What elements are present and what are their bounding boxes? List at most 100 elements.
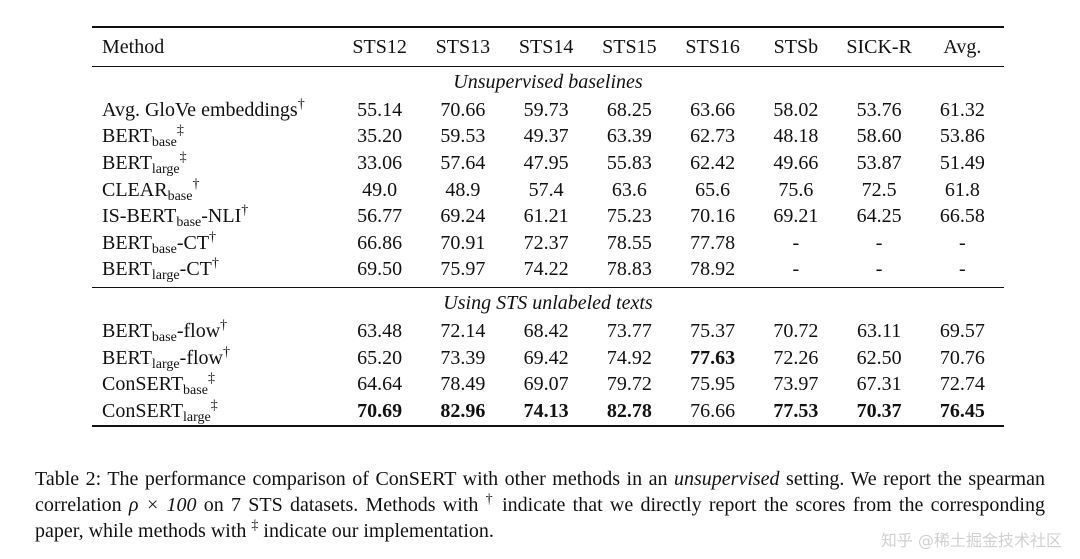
score-cell: 75.23 <box>606 205 652 228</box>
score-cell: 51.49 <box>939 151 985 174</box>
method-suffix: -CT <box>176 231 210 254</box>
table-row: BERTlarge‡ 33.06 57.64 47.95 55.83 62.42 49.66… <box>92 150 1004 177</box>
score-cell: - <box>754 256 838 289</box>
score-cell: 56.77 <box>357 205 403 228</box>
header-col: STS13 <box>421 26 505 67</box>
score-cell: 68.42 <box>523 319 569 342</box>
method-name: BERT <box>102 125 152 148</box>
score-cell: 58.60 <box>856 125 902 148</box>
score-cell: 70.76 <box>939 346 985 369</box>
score-cell: 64.64 <box>357 373 403 396</box>
method-name-cell: BERTbase‡ <box>92 124 338 151</box>
method-name: CLEAR <box>102 178 168 201</box>
method-name: ConSERT <box>102 399 184 422</box>
score-cell: 77.78 <box>690 231 736 254</box>
header-method: Method <box>92 26 338 67</box>
method-subscript: base <box>151 329 177 345</box>
caption-ddagger: ‡ <box>251 518 259 533</box>
score-cell: 78.49 <box>440 373 486 396</box>
score-cell: 77.63 <box>690 346 736 369</box>
results-table-container: Method STS12 STS13 STS14 STS15 STS16 STSb SICK-… <box>92 26 1004 427</box>
table-header-row: Method STS12 STS13 STS14 STS15 STS16 STSb SICK-… <box>92 26 1004 67</box>
score-cell: 70.91 <box>440 231 486 254</box>
score-cell: 49.0 <box>362 178 398 201</box>
score-cell: 35.20 <box>357 125 403 148</box>
method-subscript: base <box>151 135 177 151</box>
table-row: IS-BERTbase-NLI† 56.77 69.24 61.21 75.23 70.1… <box>92 203 1004 230</box>
method-name-cell: BERTlarge-flow† <box>92 345 338 372</box>
table-row: BERTbase-flow† 63.48 72.14 68.42 73.77 75.37 7… <box>92 318 1004 345</box>
score-cell: 59.73 <box>523 98 569 121</box>
score-cell: 59.53 <box>440 125 486 148</box>
method-source-mark: ‡ <box>176 123 184 139</box>
method-name-cell: BERTlarge-CT† <box>92 256 338 289</box>
method-name: ConSERT <box>102 373 184 396</box>
table-row: BERTlarge-flow† 65.20 73.39 69.42 74.92 77.63… <box>92 345 1004 372</box>
method-subscript: large <box>183 409 211 425</box>
score-cell: 48.9 <box>445 178 481 201</box>
score-cell: 78.55 <box>606 231 652 254</box>
method-source-mark: ‡ <box>207 371 215 387</box>
score-cell: 62.50 <box>856 346 902 369</box>
score-cell: 63.39 <box>606 125 652 148</box>
score-cell: 63.66 <box>690 98 736 121</box>
method-name-cell: Avg. GloVe embeddings† <box>92 97 338 124</box>
score-cell: 74.92 <box>606 346 652 369</box>
score-cell: - <box>837 256 921 289</box>
score-cell: 82.78 <box>587 397 671 427</box>
score-cell: 62.73 <box>690 125 736 148</box>
caption-math: ρ × 100 <box>128 494 197 516</box>
method-name-cell: ConSERTbase‡ <box>92 371 338 398</box>
method-name-cell: BERTbase-CT† <box>92 230 338 257</box>
score-cell: 79.72 <box>606 373 652 396</box>
score-cell: 57.4 <box>528 178 564 201</box>
score-cell: - <box>792 231 800 254</box>
score-cell: - <box>959 231 966 254</box>
section-header-row: Unsupervised baselines <box>92 67 1004 98</box>
score-cell: 61.8 <box>944 178 980 201</box>
score-cell: 73.97 <box>773 373 819 396</box>
header-col: STS16 <box>671 26 755 67</box>
score-cell: 76.66 <box>671 397 755 427</box>
caption-part-4: indicate that we directly report the sco… <box>35 494 1045 542</box>
score-cell: 47.95 <box>523 151 569 174</box>
method-source-mark: ‡ <box>179 149 187 165</box>
score-cell: - <box>920 256 1004 289</box>
score-cell: 63.11 <box>856 319 902 342</box>
caption-emphasis: unsupervised <box>674 468 780 490</box>
score-cell: 82.96 <box>421 397 505 427</box>
score-cell: - <box>875 231 883 254</box>
score-cell: 49.37 <box>523 125 569 148</box>
score-cell: 78.92 <box>671 256 755 289</box>
score-cell: 69.24 <box>440 205 486 228</box>
table-row: ConSERTbase‡ 64.64 78.49 69.07 79.72 75.95 73.… <box>92 371 1004 398</box>
method-name: BERT <box>102 346 152 369</box>
score-cell: 75.97 <box>421 256 505 289</box>
score-cell: 55.83 <box>606 151 652 174</box>
score-cell: 72.74 <box>939 373 985 396</box>
method-name: IS-BERT <box>102 205 177 228</box>
score-cell: 53.87 <box>856 151 902 174</box>
header-col: STS12 <box>338 26 422 67</box>
score-cell: 76.45 <box>920 397 1004 427</box>
score-cell: 61.32 <box>939 98 985 121</box>
method-name-cell: IS-BERTbase-NLI† <box>92 203 338 230</box>
caption-part-5: indicate our implementation. <box>258 520 494 542</box>
section-title: Using STS unlabeled texts <box>443 291 653 314</box>
method-name: Avg. GloVe embeddings <box>102 98 298 121</box>
caption-part-1: Table 2: The performance comparison of C… <box>35 468 674 490</box>
score-cell: 64.25 <box>856 205 902 228</box>
table-row: BERTbase-CT† 66.86 70.91 72.37 78.55 77.78 - - - <box>92 230 1004 257</box>
header-col: Avg. <box>920 26 1004 67</box>
method-name-cell: BERTlarge‡ <box>92 150 338 177</box>
table-row: CLEARbase† 49.0 48.9 57.4 63.6 65.6 75.6 72.5 61… <box>92 177 1004 204</box>
method-subscript: large <box>151 161 180 177</box>
score-cell: 70.37 <box>837 397 921 427</box>
score-cell: 73.39 <box>440 346 486 369</box>
section-title: Unsupervised baselines <box>453 70 643 93</box>
score-cell: 49.66 <box>773 151 819 174</box>
method-subscript: large <box>151 268 180 284</box>
score-cell: 69.50 <box>338 256 422 289</box>
score-cell: 72.5 <box>861 178 897 201</box>
score-cell: 72.26 <box>773 346 819 369</box>
